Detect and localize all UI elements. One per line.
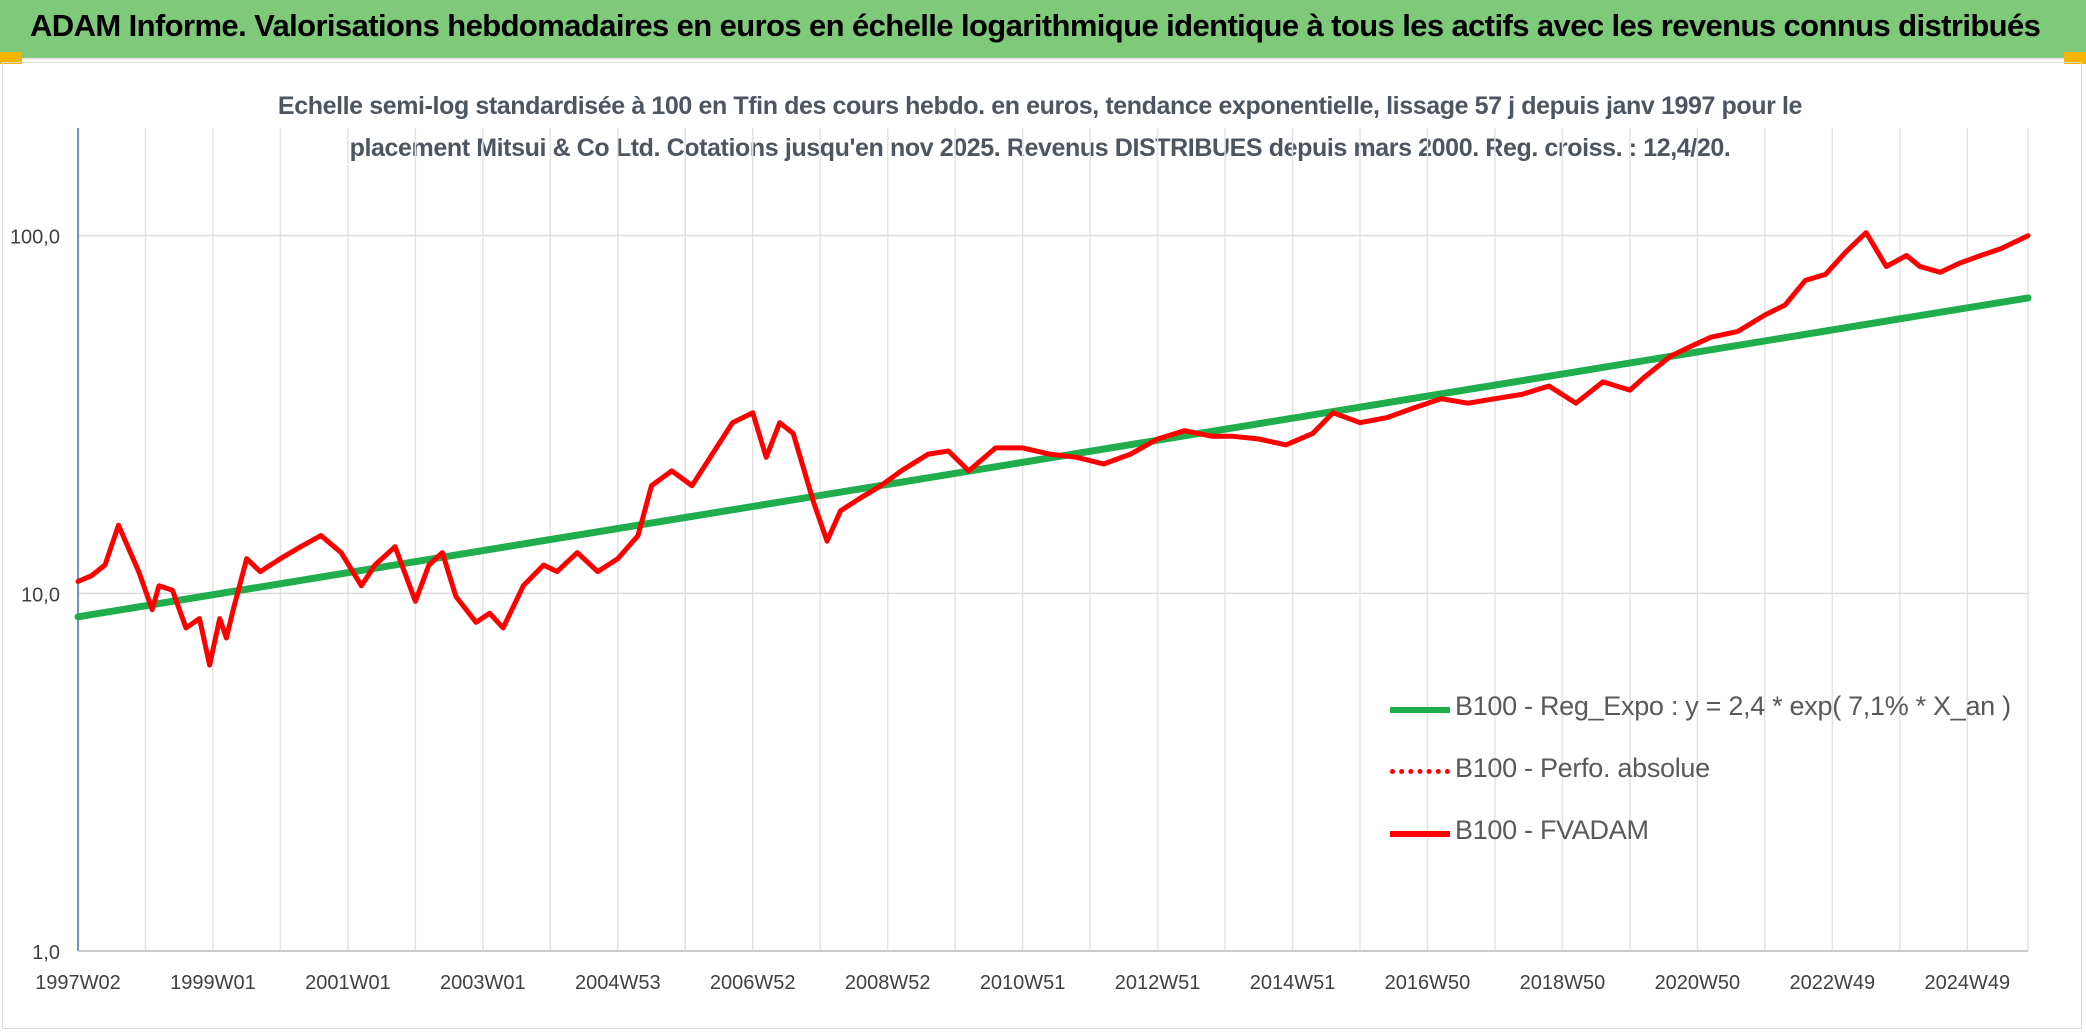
x-tick-label: 2001W01 [305,972,391,994]
x-tick-label: 2012W51 [1115,972,1201,994]
x-tick-label: 2006W52 [710,972,796,994]
tick-labels: 1,0 10,0 100,0 1997W02 1999W01 2001W01 2003W01… [10,227,2010,994]
legend-swatch-fvadam [1390,831,1450,837]
y-tick-label: 1,0 [32,942,60,964]
series-lines [74,230,2032,668]
chart-subtitle: placement Mitsui & Co Ltd. Cotations jus… [349,134,1731,162]
corner-marker-left [0,52,22,64]
report-title: ADAM Informe. Valorisations hebdomadaire… [30,8,2041,43]
x-tick-label: 2020W50 [1655,972,1741,994]
legend-label-perfo: B100 - Perfo. absolue [1455,753,1710,783]
x-tick-label: 2024W49 [1924,972,2010,994]
legend-swatch-perfo [1390,769,1450,774]
x-tick-label: 2004W53 [575,972,661,994]
corner-marker-right [2064,52,2086,64]
grid-lines [77,128,2029,952]
x-tick-label: 2016W50 [1385,972,1471,994]
legend-swatch-regression [1390,707,1450,713]
x-tick-label: 2014W51 [1250,972,1336,994]
x-tick-label: 2010W51 [980,972,1066,994]
chart-title: Echelle semi-log standardisée à 100 en T… [277,92,1803,120]
y-tick-label: 100,0 [10,227,60,249]
axes [77,128,2028,952]
report-banner: ADAM Informe. Valorisations hebdomadaire… [0,0,2086,60]
y-tick-label: 10,0 [21,584,60,606]
x-tick-label: 2003W01 [440,972,526,994]
chart-frame [2,62,2082,1029]
series-line-2 [75,230,2031,668]
legend-label-regression: B100 - Reg_Expo : y = 2,4 * exp( 7,1% * … [1455,691,2011,721]
x-tick-label: 2018W50 [1520,972,1606,994]
x-tick-label: 1997W02 [35,972,121,994]
x-tick-label: 1999W01 [170,972,256,994]
x-tick-label: 2008W52 [845,972,931,994]
x-tick-label: 2022W49 [1790,972,1876,994]
legend-label-fvadam: B100 - FVADAM [1455,815,1649,845]
